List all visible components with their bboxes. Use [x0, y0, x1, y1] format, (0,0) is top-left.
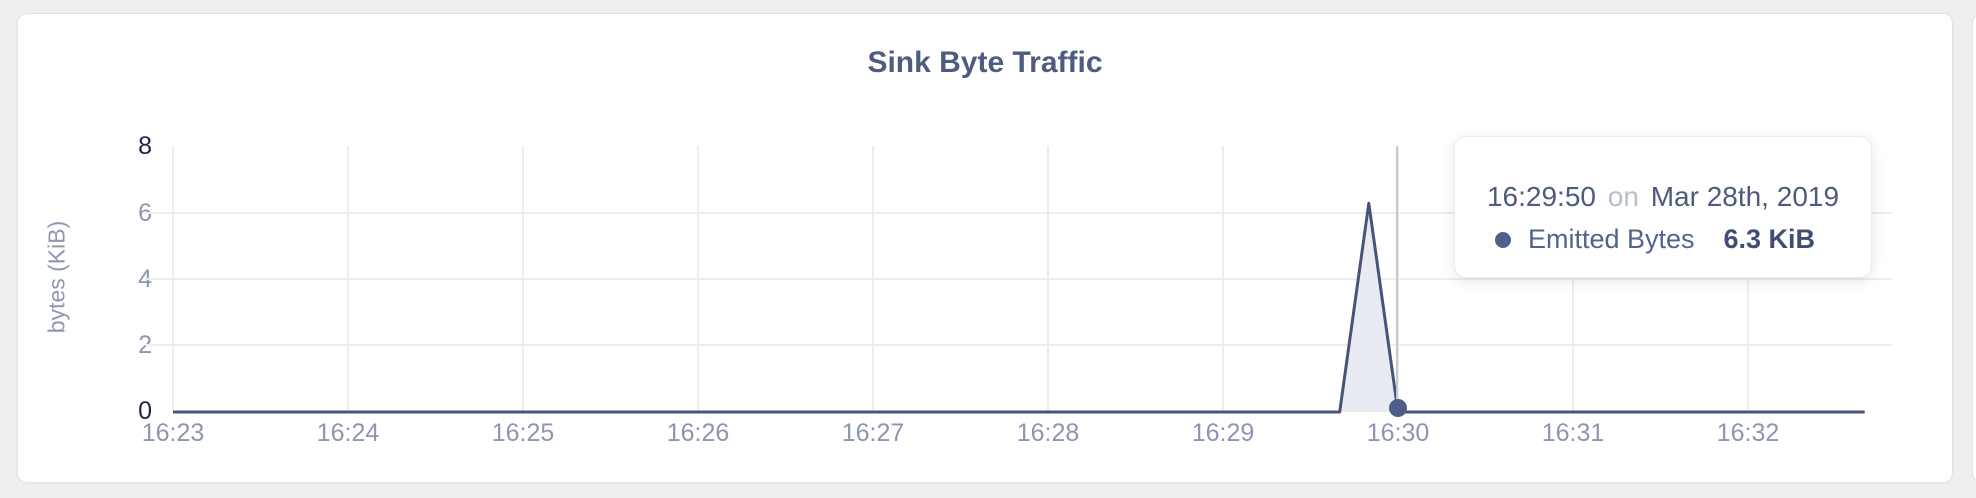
- tooltip-value: 6.3 KiB: [1723, 224, 1815, 254]
- traffic-line: [173, 201, 1865, 414]
- y-tick-0: 0: [138, 397, 152, 425]
- y-tick-8: 8: [138, 132, 152, 160]
- x-tick-1630: 16:30: [1366, 419, 1430, 447]
- chart-title: Sink Byte Traffic: [867, 46, 1103, 79]
- tooltip-date: Mar 28th, 2019: [1650, 181, 1840, 212]
- x-tick-1627: 16:27: [841, 419, 905, 447]
- tooltip-entry: Emitted Bytes 6.3 KiB: [1455, 224, 1871, 255]
- tooltip-conjunction: on: [1607, 181, 1639, 212]
- tooltip-time: 16:29:50: [1486, 181, 1596, 212]
- x-tick-1631: 16:31: [1541, 419, 1605, 447]
- tooltip-series-label: Emitted Bytes: [1528, 224, 1695, 254]
- chart-tooltip: 16:29:50 on Mar 28th, 2019 Emitted Bytes…: [1454, 136, 1872, 278]
- x-tick-1625: 16:25: [491, 419, 555, 447]
- series-bullet-icon: [1495, 231, 1511, 248]
- x-tick-1632: 16:32: [1716, 419, 1780, 447]
- x-tick-1628: 16:28: [1016, 419, 1080, 447]
- x-tick-1629: 16:29: [1191, 419, 1255, 447]
- tooltip-header: 16:29:50 on Mar 28th, 2019: [1455, 181, 1871, 213]
- x-tick-1626: 16:26: [666, 419, 730, 447]
- hover-point-dot: [1389, 399, 1407, 417]
- x-tick-1624: 16:24: [316, 419, 380, 447]
- x-tick-1623: 16:23: [141, 419, 205, 447]
